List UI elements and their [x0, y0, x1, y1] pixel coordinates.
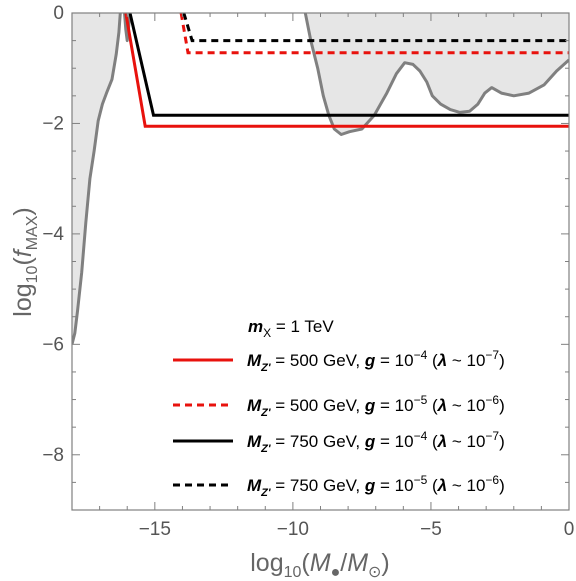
legend-label: MZ' = 750 GeV, g = 10−5 (λ ~ 10−6): [247, 473, 505, 499]
excluded-region-fill: [72, 13, 121, 345]
y-tick-label: −8: [42, 445, 64, 466]
series-line: [182, 13, 569, 43]
legend-label: MZ' = 750 GeV, g = 10−4 (λ ~ 10−7): [247, 429, 505, 455]
y-axis-title: log10(fMAX): [9, 207, 41, 316]
axis-ticks: [71, 12, 570, 511]
x-tick-label: −5: [420, 519, 442, 540]
excluded-region-boundary: [123, 13, 132, 43]
x-axis-title: log10(M●/M⊙): [250, 549, 390, 581]
x-tick-label: 0: [564, 519, 575, 540]
legend-label: MZ' = 500 GeV, g = 10−5 (λ ~ 10−6): [247, 393, 505, 419]
x-tick-label: −10: [277, 519, 309, 540]
excluded-regions: [72, 13, 569, 345]
tick-labels: −15 −10 −5 0 0 −2 −4 −6 −8: [42, 3, 574, 540]
x-tick-label: −15: [139, 519, 171, 540]
excluded-region-fill: [305, 13, 569, 135]
legend-label: MZ' = 500 GeV, g = 10−4 (λ ~ 10−7): [247, 348, 505, 374]
legend-header: mX = 1 TeV: [248, 317, 334, 340]
y-tick-label: −4: [42, 224, 64, 245]
y-tick-label: −6: [42, 334, 64, 355]
excluded-region-boundary: [72, 13, 122, 345]
legend: mX = 1 TeV MZ' = 500 GeV, g = 10−4 (λ ~ …: [173, 317, 505, 499]
series-line: [179, 13, 569, 55]
series-lines: [124, 13, 569, 128]
series-line: [128, 13, 569, 117]
series-line: [124, 13, 569, 128]
y-tick-label: 0: [53, 3, 64, 24]
y-tick-label: −2: [42, 113, 64, 134]
